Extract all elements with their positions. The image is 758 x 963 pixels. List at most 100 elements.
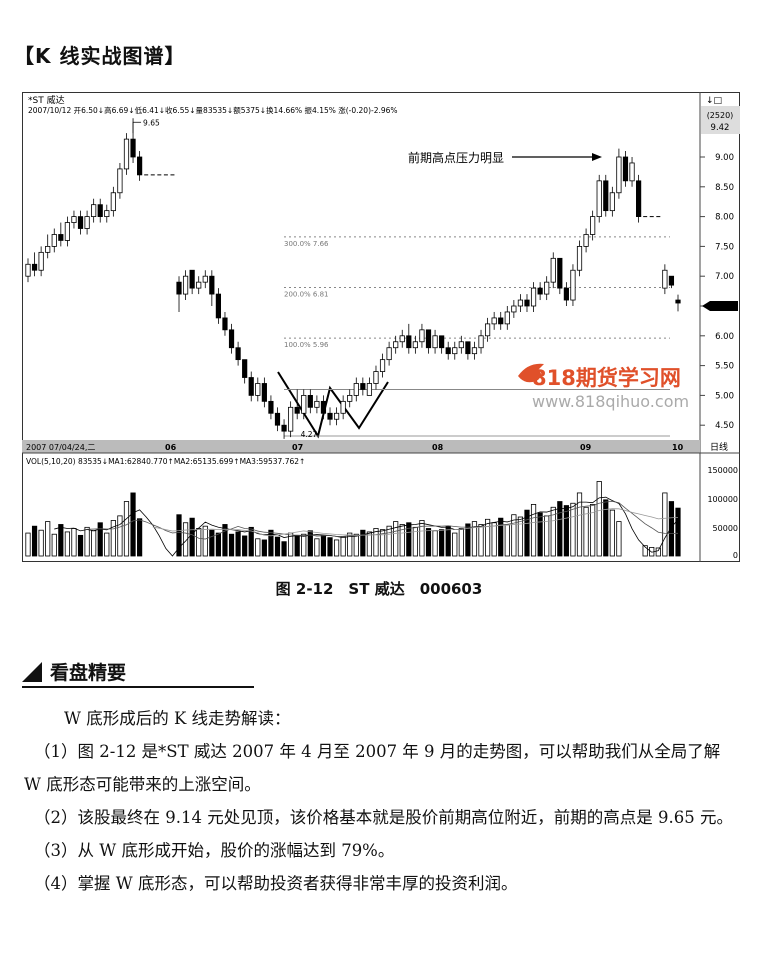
month-label: 10 (672, 443, 684, 452)
candle-down (445, 347, 451, 355)
candle-up (399, 335, 405, 343)
price-tick: 7.50 (715, 242, 734, 252)
price-tick: 9.00 (715, 153, 734, 163)
volume-bar (570, 502, 576, 557)
price-tick: 4.50 (715, 421, 734, 431)
volume-bar (137, 518, 143, 557)
volume-bar (340, 536, 346, 557)
candle-down (307, 394, 313, 408)
candle-up (340, 400, 346, 414)
volume-bar (419, 520, 425, 557)
watermark-brand: 818期货学习网 (532, 366, 681, 390)
volume-bar (327, 537, 333, 557)
volume-bar (393, 521, 399, 557)
low-label: 4.27 (301, 430, 318, 439)
volume-bar (504, 524, 510, 557)
volume-bar (596, 481, 602, 557)
candle-down (406, 335, 412, 349)
candle-down (498, 317, 504, 325)
candle-up (38, 251, 44, 271)
volume-bar (182, 522, 189, 557)
volume-bar (537, 512, 543, 557)
volume-ma-line (54, 496, 679, 557)
candle-up (379, 359, 386, 372)
volume-bar (71, 528, 77, 557)
candle-down (261, 383, 267, 402)
watermark-url: www.818qihuo.com (532, 392, 690, 411)
paragraph-1: （1）图 2-12 是*ST 威达 2007 年 4 月至 2007 年 9 月… (24, 742, 721, 794)
candle-up (51, 234, 57, 247)
volume-bar (110, 520, 116, 557)
candle-down (439, 335, 445, 349)
volume-bar (406, 522, 412, 557)
month-label: 06 (165, 443, 177, 452)
candle-up (117, 168, 123, 194)
candle-down (603, 180, 609, 212)
corner-icons[interactable]: ↓□ (706, 96, 722, 106)
volume-bar (373, 528, 379, 557)
volume-bar (524, 509, 530, 557)
candle-up (25, 263, 31, 277)
current-price: 9.42 (711, 123, 730, 133)
candle-up (104, 210, 110, 217)
volume-bar (563, 505, 569, 557)
volume-bar (458, 528, 464, 557)
volume-bar (228, 533, 235, 557)
candle-down (360, 383, 366, 390)
candle-up (662, 269, 668, 289)
price-tick: 5.50 (715, 362, 734, 372)
candle-up (255, 383, 261, 396)
volume-bar (176, 514, 182, 557)
volume-bar (196, 528, 202, 557)
volume-bar (616, 521, 622, 557)
volume-bar (425, 528, 432, 557)
volume-tick: 150000 (707, 466, 738, 475)
volume-bar (117, 515, 123, 557)
volume-ma-line (87, 500, 679, 540)
candle-down (176, 281, 182, 295)
volume-bar (189, 517, 195, 557)
watermark-logo-icon (518, 363, 544, 383)
candle-up (550, 257, 556, 283)
candle-down (675, 299, 681, 304)
fib-label: 200.0% 6.81 (284, 291, 329, 299)
w-bottom-outline (277, 371, 389, 439)
date-start: 2007 07/04/24,二 (26, 443, 95, 452)
period-code: (2520) (707, 111, 734, 120)
candle-down (274, 412, 281, 426)
candle-up (196, 281, 202, 289)
candle-up (91, 204, 97, 218)
volume-bar (235, 531, 241, 557)
triangle-icon (22, 662, 42, 682)
volume-bar (590, 503, 596, 557)
candle-down (209, 275, 215, 295)
period-label[interactable]: 日线 (710, 441, 728, 453)
candle-down (31, 263, 38, 271)
figure-caption: 图 2-12 ST 威达 000603 (275, 580, 483, 598)
volume-bar (379, 529, 386, 557)
candle-up (412, 341, 418, 349)
volume-header: VOL(5,10,20) 83535↓MA1:62840.770↑MA2:651… (26, 457, 305, 466)
volume-bar (274, 536, 281, 557)
paragraph-4: （4）掌握 W 底形态，可以帮助投资者获得非常丰厚的投资利润。 (34, 874, 518, 893)
price-tick: 6.00 (715, 332, 734, 342)
volume-bar (248, 526, 254, 557)
section-title: 看盘精要 (50, 662, 127, 684)
candle-down (294, 406, 300, 414)
candle-up (596, 180, 602, 217)
candle-down (130, 138, 136, 158)
paragraph-3: （3）从 W 底形成开始，股价的涨幅达到 79%。 (34, 841, 395, 860)
volume-bar (491, 522, 497, 557)
candle-down (58, 234, 64, 241)
candle-up (301, 394, 307, 414)
candle-down (77, 216, 84, 229)
candle-down (215, 293, 222, 319)
candle-up (419, 329, 425, 343)
volume-bar (360, 529, 366, 557)
volume-bar (242, 535, 248, 557)
candle-down (327, 412, 333, 420)
volume-bar (45, 521, 51, 557)
candle-up (452, 347, 458, 355)
resistance-annotation: 前期高点压力明显 (408, 150, 504, 165)
volume-bar (281, 541, 287, 557)
